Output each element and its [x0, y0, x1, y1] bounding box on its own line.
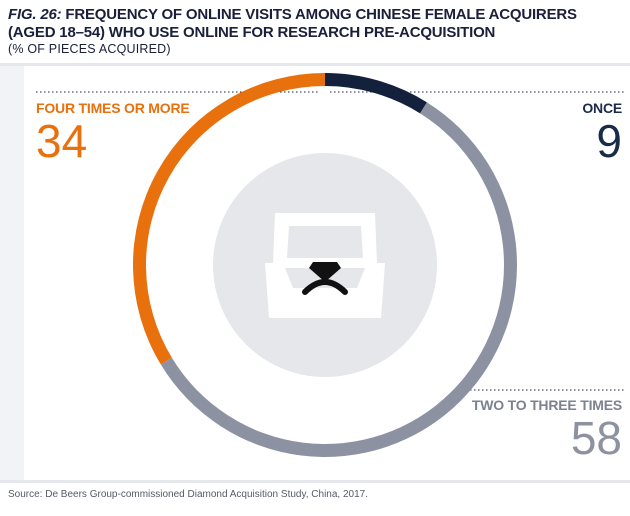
left-margin-band	[0, 66, 24, 480]
title-text: FREQUENCY OF ONLINE VISITS AMONG CHINESE…	[8, 6, 577, 41]
value-once: 9	[596, 115, 622, 167]
header-divider	[0, 63, 630, 66]
chart-subtitle: (% OF PIECES ACQUIRED)	[8, 42, 171, 56]
source-note: Source: De Beers Group-commissioned Diam…	[8, 489, 368, 500]
slice-four-times-or-more	[132, 73, 325, 365]
label-four-times-or-more: FOUR TIMES OR MORE	[36, 100, 190, 116]
donut-chart	[36, 73, 626, 457]
footer-divider	[0, 480, 630, 483]
slice-once	[325, 73, 427, 114]
chart-title: FIG. 26: FREQUENCY OF ONLINE VISITS AMON…	[8, 6, 626, 42]
figure-label: FIG. 26:	[8, 6, 62, 23]
value-two-to-three-times: 58	[570, 412, 622, 464]
value-four-times-or-more: 34	[36, 115, 88, 167]
label-two-to-three-times: TWO TO THREE TIMES	[471, 397, 622, 413]
ring-box-icon	[265, 213, 385, 318]
label-once: ONCE	[582, 100, 622, 116]
